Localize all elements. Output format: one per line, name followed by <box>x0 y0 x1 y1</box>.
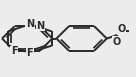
Text: O: O <box>113 37 121 47</box>
Text: F: F <box>27 48 33 58</box>
Text: N: N <box>36 21 44 31</box>
Text: N: N <box>26 19 34 29</box>
Text: F: F <box>11 46 17 56</box>
Text: O: O <box>117 24 126 34</box>
